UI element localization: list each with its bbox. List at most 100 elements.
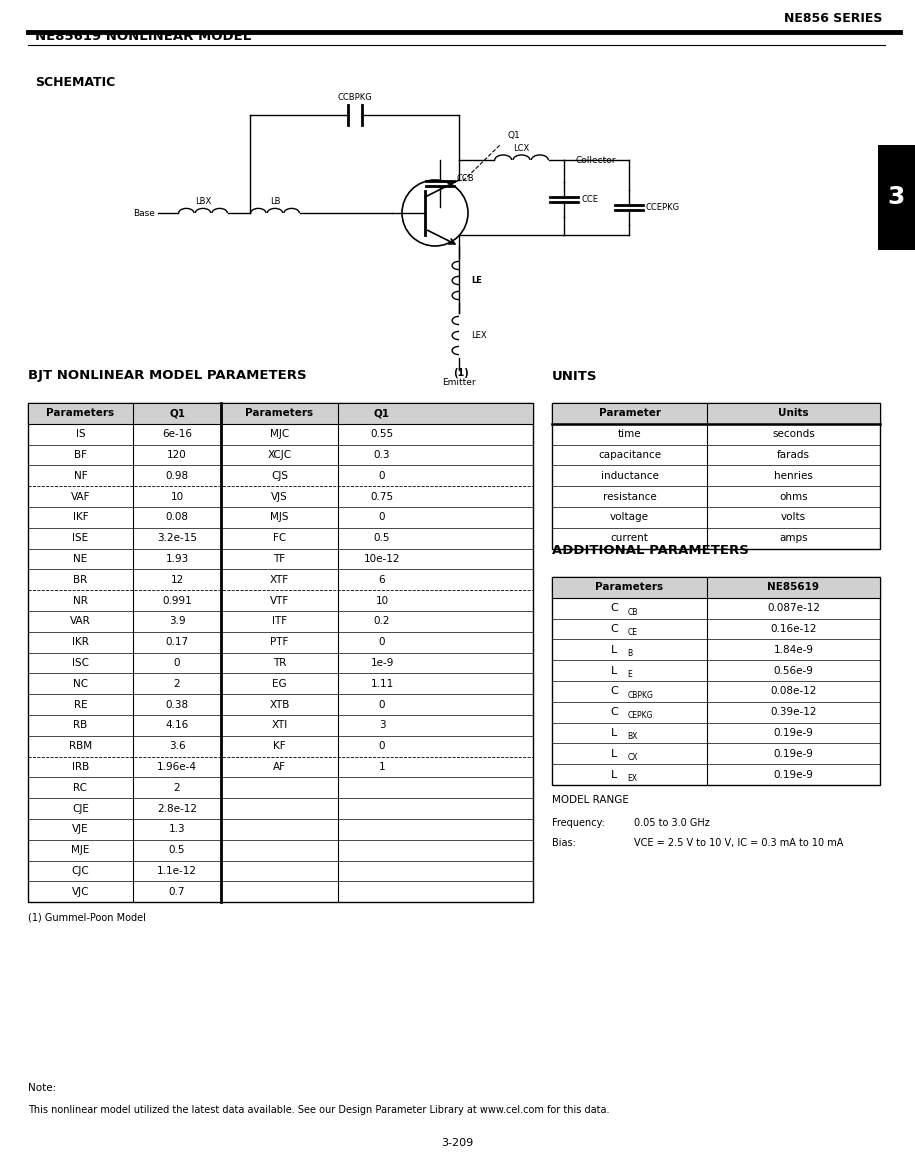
Text: 0.17: 0.17	[166, 637, 188, 648]
Text: 3.2e-15: 3.2e-15	[157, 534, 197, 543]
Text: 0: 0	[174, 658, 180, 668]
Bar	[878, 144, 915, 250]
Text: 0: 0	[379, 471, 385, 481]
Text: Note:: Note:	[28, 1083, 56, 1093]
Bar	[28, 403, 533, 902]
Text: RBM: RBM	[69, 741, 92, 751]
Text: RB: RB	[73, 720, 88, 730]
Text: UNITS: UNITS	[552, 369, 597, 382]
Text: LE: LE	[471, 276, 482, 285]
Text: Collector: Collector	[576, 155, 617, 164]
Text: Parameters: Parameters	[245, 409, 314, 418]
Text: MJS: MJS	[270, 513, 289, 522]
Text: Units: Units	[778, 409, 809, 418]
Text: 0.16e-12: 0.16e-12	[770, 624, 817, 634]
Text: L: L	[611, 770, 618, 779]
Text: 1e-9: 1e-9	[371, 658, 393, 668]
Text: ISE: ISE	[72, 534, 89, 543]
Text: 0.55: 0.55	[371, 429, 393, 439]
Text: 6: 6	[379, 574, 385, 585]
Text: capacitance: capacitance	[597, 450, 661, 460]
Text: 3: 3	[379, 720, 385, 730]
Text: E: E	[628, 670, 632, 679]
Text: CCB: CCB	[457, 174, 475, 183]
Text: 12: 12	[170, 574, 184, 585]
Text: current: current	[610, 534, 649, 543]
Text: CJE: CJE	[72, 804, 89, 813]
Text: C: C	[610, 624, 619, 634]
Text: 10: 10	[170, 492, 184, 502]
Text: 2.8e-12: 2.8e-12	[157, 804, 197, 813]
Text: 0.2: 0.2	[373, 616, 391, 627]
Text: LEX: LEX	[471, 331, 487, 340]
Bar	[28, 403, 533, 424]
Text: L: L	[611, 728, 618, 737]
Text: VJE: VJE	[72, 825, 89, 834]
Text: 0.98: 0.98	[166, 471, 188, 481]
Text: XCJC: XCJC	[267, 450, 292, 460]
Text: C: C	[610, 707, 619, 718]
Text: 0.75: 0.75	[371, 492, 393, 502]
Text: ADDITIONAL PARAMETERS: ADDITIONAL PARAMETERS	[552, 544, 748, 557]
Text: CCE: CCE	[581, 195, 598, 204]
Text: 0: 0	[379, 637, 385, 648]
Text: LBX: LBX	[195, 197, 211, 205]
Text: 0.087e-12: 0.087e-12	[767, 603, 820, 613]
Text: VJC: VJC	[71, 887, 90, 897]
Text: CJS: CJS	[271, 471, 288, 481]
Text: BR: BR	[73, 574, 88, 585]
Text: CX: CX	[628, 753, 638, 762]
Text: XTI: XTI	[272, 720, 287, 730]
Text: XTB: XTB	[269, 700, 290, 709]
Text: NE: NE	[73, 555, 88, 564]
Text: 0.08: 0.08	[166, 513, 188, 522]
Text: CBPKG: CBPKG	[628, 691, 653, 700]
Text: 10: 10	[375, 595, 389, 606]
Text: 0.991: 0.991	[162, 595, 192, 606]
Text: 1.84e-9: 1.84e-9	[773, 644, 813, 655]
Text: resistance: resistance	[603, 492, 656, 502]
Text: (1): (1)	[453, 368, 468, 377]
Text: BF: BF	[74, 450, 87, 460]
Text: VAF: VAF	[70, 492, 91, 502]
Text: 6e-16: 6e-16	[162, 429, 192, 439]
Text: KF: KF	[274, 741, 285, 751]
Text: 3.6: 3.6	[168, 741, 186, 751]
Text: XTF: XTF	[270, 574, 289, 585]
Text: L: L	[611, 644, 618, 655]
Text: Q1: Q1	[507, 130, 520, 140]
Text: PTF: PTF	[270, 637, 289, 648]
Text: 0.3: 0.3	[373, 450, 391, 460]
Text: 1.11: 1.11	[371, 679, 393, 689]
Text: amps: amps	[780, 534, 808, 543]
Text: seconds: seconds	[772, 429, 815, 439]
Text: FC: FC	[273, 534, 286, 543]
Text: Parameters: Parameters	[596, 582, 663, 592]
Text: EX: EX	[628, 774, 638, 783]
Text: 3: 3	[888, 185, 905, 209]
Text: VCE = 2.5 V to 10 V, IC = 0.3 mA to 10 mA: VCE = 2.5 V to 10 V, IC = 0.3 mA to 10 m…	[634, 838, 844, 848]
Text: 0.05 to 3.0 GHz: 0.05 to 3.0 GHz	[634, 818, 710, 828]
Text: 2: 2	[174, 783, 180, 793]
Text: 0.19e-9: 0.19e-9	[773, 749, 813, 758]
Text: NR: NR	[73, 595, 88, 606]
Text: NF: NF	[74, 471, 87, 481]
Text: IKR: IKR	[72, 637, 89, 648]
Text: 1.1e-12: 1.1e-12	[157, 866, 197, 876]
Text: 1: 1	[379, 762, 385, 772]
Text: Bias:: Bias:	[552, 838, 576, 848]
Text: L: L	[611, 665, 618, 676]
Text: Parameter: Parameter	[598, 409, 661, 418]
Text: (1) Gummel-Poon Model: (1) Gummel-Poon Model	[28, 912, 145, 923]
Text: 10e-12: 10e-12	[364, 555, 400, 564]
Bar	[552, 577, 880, 785]
Text: BX: BX	[628, 733, 638, 741]
Text: MJE: MJE	[71, 845, 90, 855]
Text: NE85619 NONLINEAR MODEL: NE85619 NONLINEAR MODEL	[35, 30, 252, 43]
Text: 4.16: 4.16	[166, 720, 188, 730]
Text: IS: IS	[76, 429, 85, 439]
Text: volts: volts	[780, 513, 806, 522]
Text: RC: RC	[73, 783, 88, 793]
Text: farads: farads	[777, 450, 810, 460]
Text: Parameters: Parameters	[47, 409, 114, 418]
